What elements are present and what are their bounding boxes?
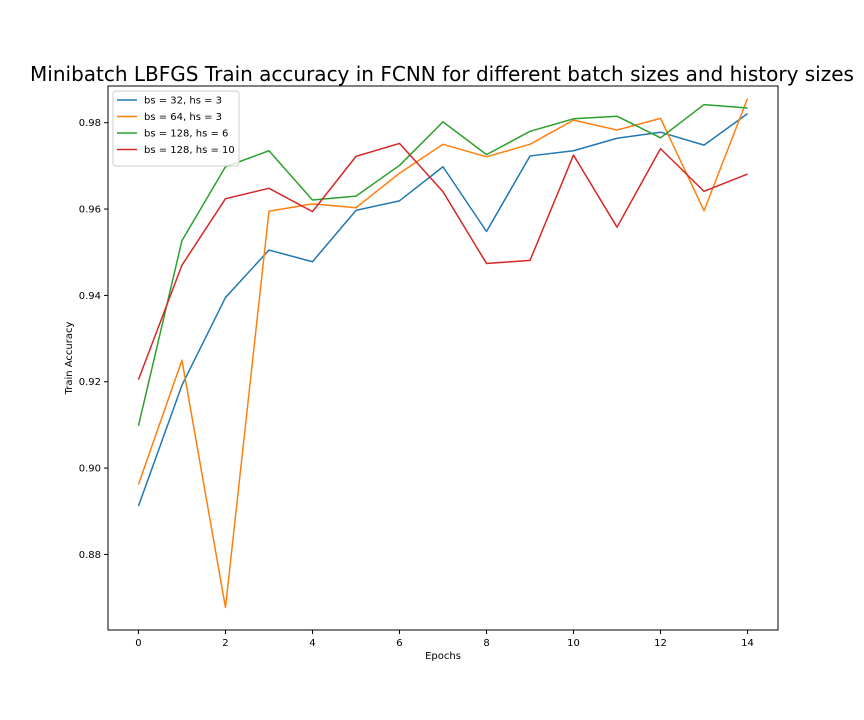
legend-box	[112, 90, 240, 167]
x-tick-label: 14	[741, 638, 754, 649]
x-tick-label: 4	[309, 638, 315, 649]
y-tick-label: 0.94	[79, 291, 101, 302]
y-tick-label: 0.92	[79, 377, 101, 388]
x-tick-label: 2	[222, 638, 228, 649]
legend: bs = 32, hs = 3 bs = 64, hs = 3 bs = 128, …	[112, 90, 240, 167]
legend-label: bs = 128, hs = 6	[144, 129, 228, 140]
x-tick-label: 6	[396, 638, 402, 649]
y-axis-label: Train Accuracy	[64, 322, 75, 396]
plot-area	[137, 98, 749, 609]
x-tick-label: 0	[135, 638, 141, 649]
legend-label: bs = 64, hs = 3	[144, 112, 222, 123]
legend-label: bs = 32, hs = 3	[144, 96, 222, 107]
x-tick-label: 10	[567, 638, 580, 649]
y-tick-label: 0.98	[79, 118, 101, 129]
x-axis-label: Epochs	[425, 651, 461, 662]
series-line-1	[137, 113, 748, 507]
series-line-3	[137, 103, 748, 426]
x-tick-label: 8	[483, 638, 489, 649]
legend-label: bs = 128, hs = 10	[144, 145, 235, 156]
chart-title: Minibatch LBFGS Train accuracy in FCNN f…	[30, 62, 854, 86]
x-tick-label: 12	[654, 638, 667, 649]
y-tick-label: 0.96	[79, 205, 101, 216]
series-line-4	[137, 142, 748, 380]
y-tick-label: 0.88	[79, 550, 101, 561]
y-tick-label: 0.90	[79, 464, 101, 475]
plot-frame	[107, 85, 779, 631]
series-line-2	[137, 98, 749, 609]
